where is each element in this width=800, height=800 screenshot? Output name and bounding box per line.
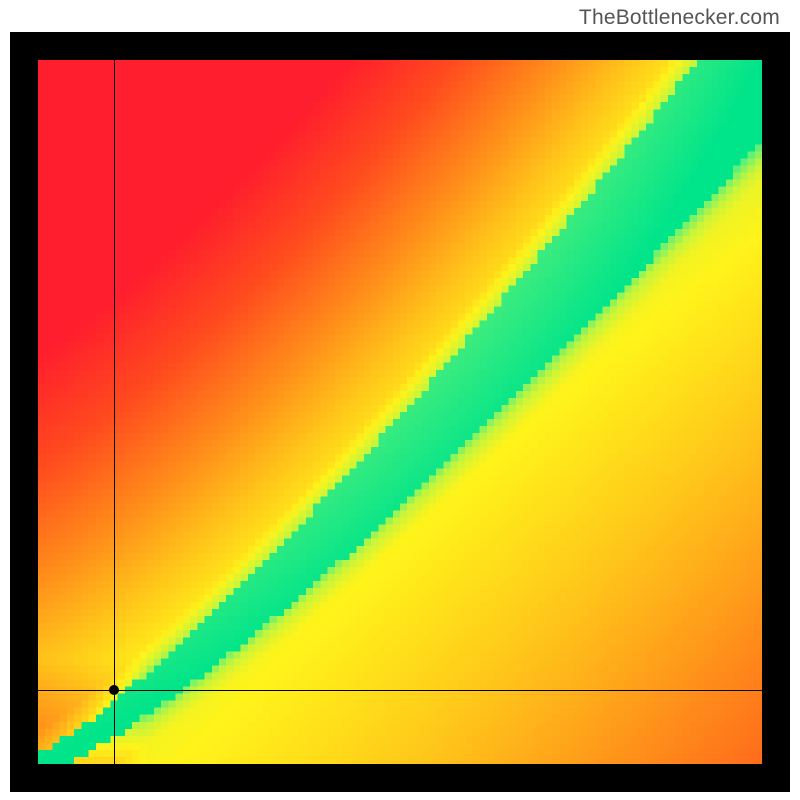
bottleneck-heatmap	[38, 60, 762, 764]
crosshair-vertical	[114, 60, 115, 764]
watermark-text: TheBottlenecker.com	[579, 6, 780, 30]
crosshair-horizontal	[38, 690, 762, 691]
crosshair-marker	[109, 685, 119, 695]
chart-container: { "watermark": { "text": "TheBottlenecke…	[0, 0, 800, 800]
